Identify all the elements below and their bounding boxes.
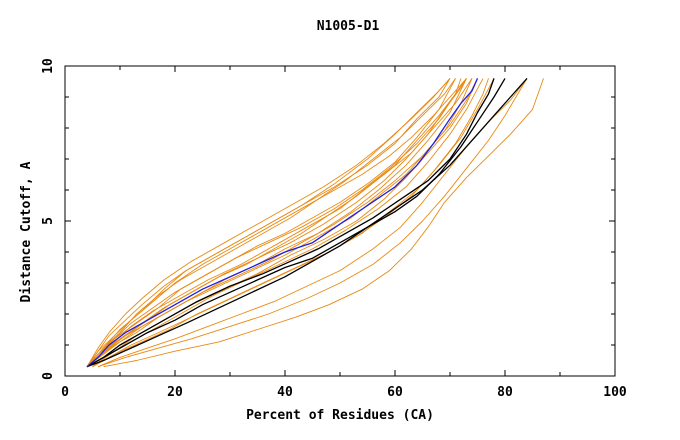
- x-tick-label: 100: [603, 385, 627, 400]
- series-line-model-orange-10: [97, 78, 528, 368]
- chart-title: N1005-D1: [317, 19, 380, 34]
- series-line-model-orange-20: [86, 78, 462, 367]
- series-line-model-orange-8: [86, 78, 451, 367]
- y-tick-label: 5: [41, 217, 56, 225]
- series-line-model-black-3: [86, 78, 495, 368]
- x-tick-label: 60: [387, 385, 403, 400]
- x-tick-label: 20: [167, 385, 183, 400]
- series-line-model-black-2: [86, 77, 528, 368]
- y-tick-label: 0: [41, 372, 56, 380]
- x-axis-label: Percent of Residues (CA): [246, 408, 434, 423]
- x-tick-label: 40: [277, 385, 293, 400]
- series-line-model-orange-14: [86, 78, 473, 368]
- series-line-model-orange-16: [92, 78, 495, 368]
- series-line-model-orange-17: [86, 78, 451, 367]
- series-line-model-orange-13: [86, 78, 456, 367]
- series-group: [86, 77, 544, 368]
- x-tick-label: 0: [61, 385, 69, 400]
- series-line-model-orange-19: [86, 78, 467, 368]
- series-line-model-orange-11: [103, 78, 544, 368]
- y-axis-label: Distance Cutoff, A: [19, 161, 34, 302]
- series-line-model-black-1: [86, 78, 506, 368]
- x-axis-ticks: 0 20 40 60 80 100: [61, 385, 627, 400]
- tick-marks: [64, 65, 616, 377]
- series-line-model-blue: [86, 78, 479, 368]
- series-line-model-orange-7: [86, 78, 456, 367]
- series-line-model-orange-6: [86, 78, 467, 368]
- y-tick-label: 10: [41, 58, 56, 74]
- y-axis-ticks: 0 5 10: [41, 58, 56, 380]
- x-tick-label: 80: [497, 385, 513, 400]
- series-line-model-orange-18: [97, 78, 528, 368]
- series-line-model-orange-4: [92, 78, 484, 368]
